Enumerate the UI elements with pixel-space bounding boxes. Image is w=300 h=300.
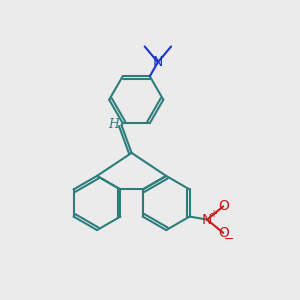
- Text: N: N: [153, 55, 163, 69]
- Text: O: O: [218, 200, 229, 213]
- Text: O: O: [218, 226, 229, 240]
- Text: +: +: [209, 209, 217, 219]
- Text: H: H: [108, 118, 119, 131]
- Text: N: N: [202, 213, 212, 226]
- Text: −: −: [224, 233, 234, 246]
